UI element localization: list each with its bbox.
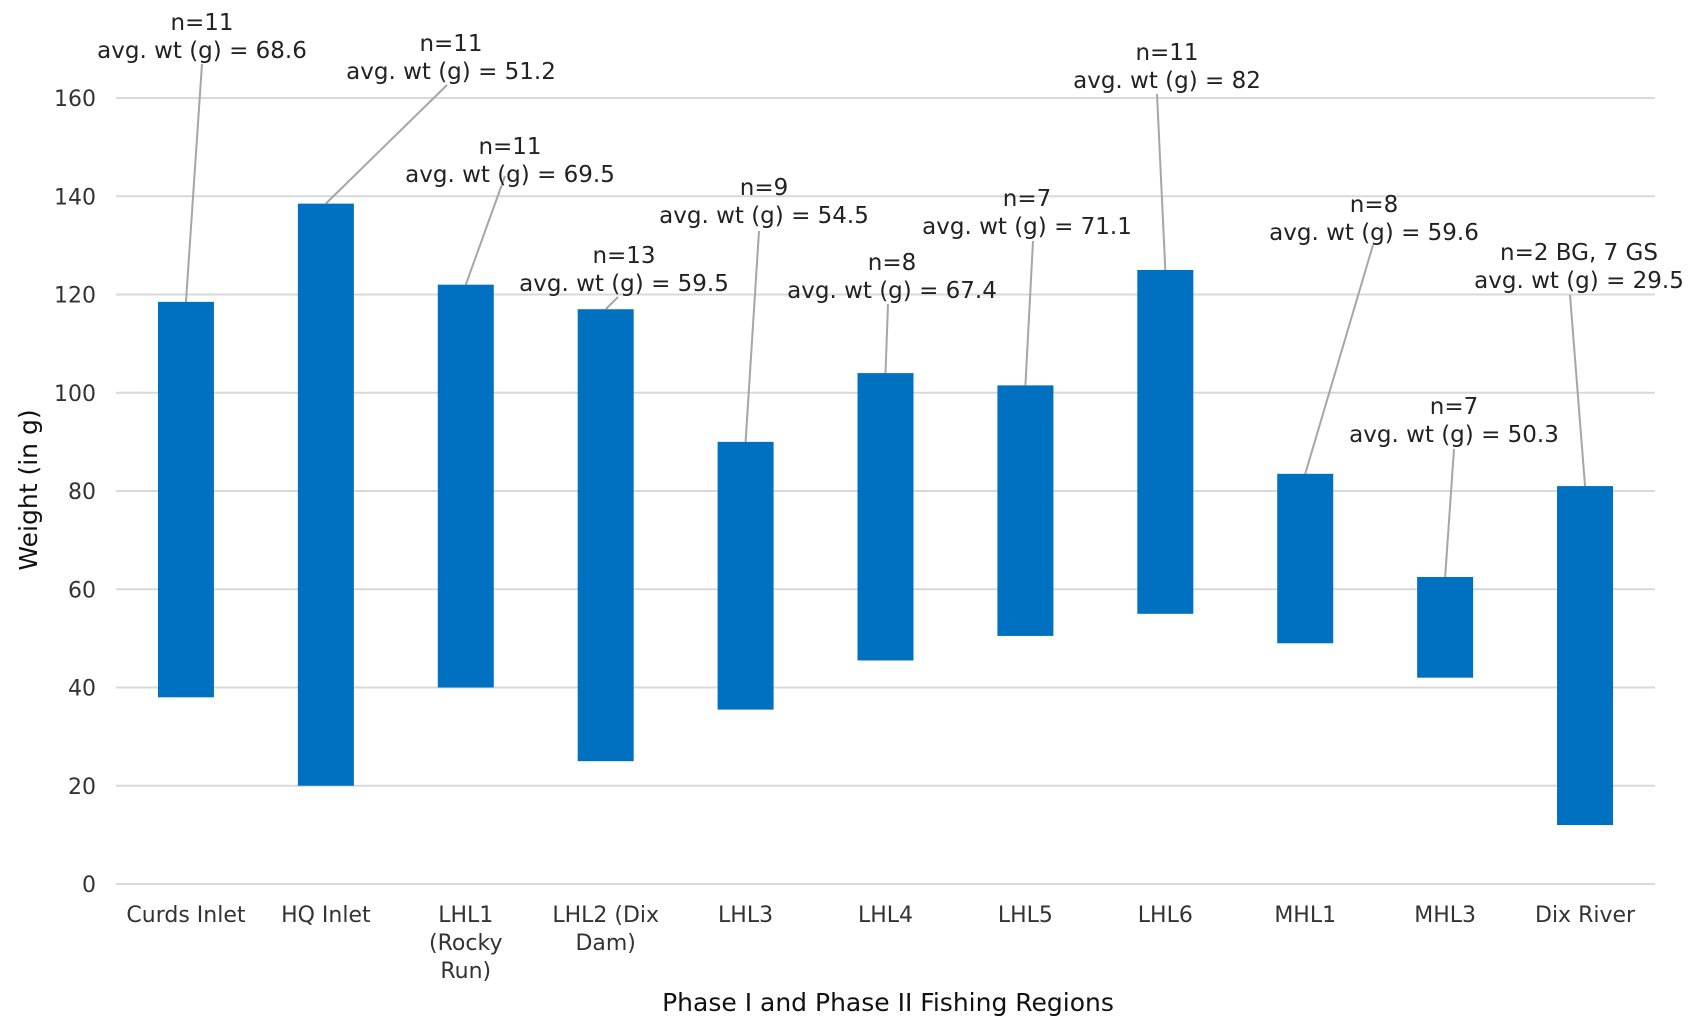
data-annotation: n=9 (740, 175, 788, 201)
leader-line (1156, 93, 1167, 270)
y-tick-label: 80 (68, 480, 96, 505)
bar (997, 385, 1054, 636)
data-annotation: n=11 (170, 10, 233, 36)
x-tick-label: LHL6 (1138, 903, 1193, 928)
x-tick-label: MHL3 (1414, 903, 1476, 928)
bar (1137, 269, 1194, 614)
data-annotation: n=13 (592, 243, 655, 269)
y-tick-label: 100 (54, 382, 96, 407)
bar (577, 309, 634, 762)
x-tick-label: Dix River (1535, 903, 1636, 928)
y-tick-label: 160 (54, 87, 96, 112)
x-tick-label: Dam) (575, 931, 635, 956)
leader-line (1304, 244, 1374, 475)
leader-line (1024, 240, 1034, 386)
bar (437, 284, 494, 688)
data-annotation: n=7 (1430, 394, 1478, 420)
data-annotation: n=8 (1350, 192, 1398, 218)
data-annotation: n=11 (419, 31, 482, 57)
y-tick-label: 20 (68, 775, 96, 800)
x-axis-categories: Curds Inlet HQ Inlet LHL1 (Rocky Run) LHL2 (D… (126, 903, 1636, 984)
y-tick-label: 40 (68, 677, 96, 702)
data-annotation: avg. wt (g) = 29.5 (1474, 268, 1684, 294)
data-annotation: avg. wt (g) = 69.5 (405, 162, 615, 188)
bar (717, 441, 774, 710)
data-annotation: avg. wt (g) = 59.6 (1269, 220, 1479, 246)
annotation-leaders (184, 63, 1587, 578)
data-annotation: n=2 BG, 7 GS (1500, 240, 1658, 266)
data-annotation: avg. wt (g) = 50.3 (1349, 422, 1559, 448)
bar (157, 301, 214, 698)
x-tick-label: (Rocky (429, 931, 502, 956)
x-tick-label: Run) (440, 959, 491, 984)
y-tick-label: 0 (82, 873, 96, 898)
x-tick-label: HQ Inlet (281, 903, 371, 928)
leader-line (1569, 294, 1587, 487)
leader-line (464, 175, 506, 286)
x-tick-label: Curds Inlet (126, 903, 245, 928)
leader-line (184, 63, 203, 302)
x-tick-label: LHL2 (Dix (552, 903, 659, 928)
leader-line (1444, 448, 1455, 578)
x-tick-label: LHL1 (438, 903, 493, 928)
x-axis-title: Phase I and Phase II Fishing Regions (662, 988, 1114, 1017)
data-annotation: n=7 (1003, 186, 1051, 212)
bar (1417, 576, 1474, 678)
bar (857, 373, 914, 661)
x-tick-label: MHL1 (1274, 903, 1336, 928)
bar (297, 203, 354, 786)
leader-line (325, 84, 448, 205)
data-annotation: n=11 (478, 134, 541, 160)
leader-line (604, 296, 619, 310)
leader-line (744, 230, 760, 442)
data-annotation: avg. wt (g) = 68.6 (97, 38, 307, 64)
y-axis-ticks: 0 20 40 60 80 100 120 140 160 (54, 87, 96, 898)
data-annotation: n=8 (868, 250, 916, 276)
x-tick-label: LHL5 (998, 903, 1053, 928)
bar (1277, 473, 1334, 644)
data-annotation: avg. wt (g) = 59.5 (519, 271, 729, 297)
y-tick-label: 120 (54, 284, 96, 309)
data-annotation: n=11 (1135, 40, 1198, 66)
leader-line (884, 303, 889, 374)
data-annotation: avg. wt (g) = 67.4 (787, 278, 997, 304)
data-annotation: avg. wt (g) = 71.1 (922, 214, 1132, 240)
data-annotation: avg. wt (g) = 51.2 (346, 59, 556, 85)
data-annotation: avg. wt (g) = 82 (1073, 68, 1261, 94)
data-annotation: avg. wt (g) = 54.5 (659, 203, 869, 229)
bar (1557, 486, 1614, 826)
y-tick-label: 60 (68, 578, 96, 603)
y-axis-title: Weight (in g) (14, 409, 43, 570)
y-tick-label: 140 (54, 185, 96, 210)
x-tick-label: LHL4 (858, 903, 913, 928)
bars (157, 203, 1614, 826)
x-tick-label: LHL3 (718, 903, 773, 928)
